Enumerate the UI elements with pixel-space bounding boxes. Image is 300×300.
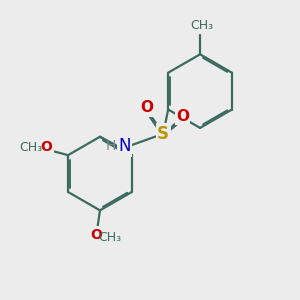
Text: H: H <box>106 139 116 153</box>
Text: O: O <box>176 109 189 124</box>
Text: N: N <box>118 137 130 155</box>
Text: CH₃: CH₃ <box>190 19 213 32</box>
Text: O: O <box>91 227 102 242</box>
Text: CH₃: CH₃ <box>98 231 121 244</box>
Text: S: S <box>157 125 169 143</box>
Text: O: O <box>141 100 154 116</box>
Text: O: O <box>40 140 52 154</box>
Text: CH₃: CH₃ <box>19 141 42 154</box>
